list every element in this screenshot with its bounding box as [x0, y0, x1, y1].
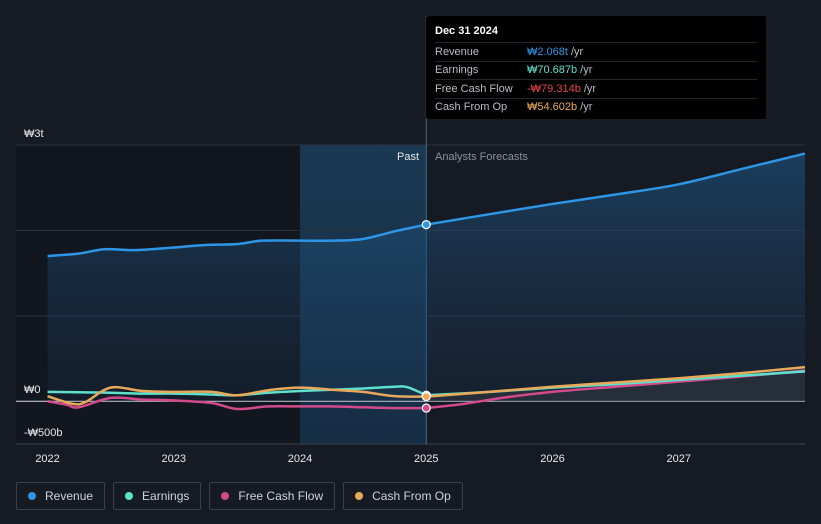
tooltip-value: ₩54.602b — [527, 101, 578, 114]
past-label: Past — [397, 151, 419, 163]
legend-item-free-cash-flow[interactable]: Free Cash Flow — [209, 482, 336, 510]
legend-dot-icon — [28, 492, 36, 500]
tooltip-label: Earnings — [435, 64, 479, 77]
y-min-label: -₩500b — [24, 427, 63, 439]
revenue-forecast-line — [426, 152, 806, 226]
legend-dot-icon — [125, 492, 134, 500]
tooltip-unit: /yr — [580, 101, 593, 114]
tooltip-row-fcf: Free Cash Flow -₩79.314b /yr — [435, 79, 757, 98]
x-tick-label: 2026 — [540, 453, 564, 465]
y-max-label: ₩3t — [24, 128, 44, 140]
legend-label: Cash From Op — [372, 489, 451, 503]
cash-from-op-line — [47, 385, 427, 406]
tooltip-label: Revenue — [435, 45, 480, 58]
tooltip-value: ₩70.687b — [527, 64, 578, 77]
tooltip: Dec 31 2024 Revenue ₩2.068t /yr Earnings… — [426, 16, 766, 119]
y-zero-label: ₩0 — [24, 384, 41, 396]
legend-label: Revenue — [45, 489, 94, 503]
legend-label: Earnings — [142, 489, 190, 503]
tooltip-label: Free Cash Flow — [435, 82, 513, 95]
tooltip-row-cfo: Cash From Op ₩54.602b /yr — [435, 97, 757, 117]
tooltip-unit: /yr — [570, 45, 584, 58]
legend-item-revenue[interactable]: Revenue — [16, 482, 106, 510]
tooltip-unit: /yr — [580, 64, 593, 77]
legend-label: Free Cash Flow — [238, 489, 324, 503]
tooltip-row-revenue: Revenue ₩2.068t /yr — [435, 42, 757, 61]
cash-from-op-marker — [421, 392, 431, 402]
x-tick-label: 2022 — [35, 453, 59, 465]
legend-dot-icon — [355, 492, 364, 500]
forecast-label: Analysts Forecasts — [435, 151, 528, 163]
tooltip-unit: /yr — [583, 82, 597, 95]
tooltip-row-earnings: Earnings ₩70.687b /yr — [435, 60, 757, 80]
tooltip-value: ₩2.068t — [527, 45, 568, 58]
x-tick-label: 2027 — [667, 453, 691, 465]
revenue-line — [47, 223, 427, 258]
tooltip-value: -₩79.314b — [527, 82, 581, 95]
tooltip-label: Cash From Op — [435, 101, 508, 114]
free-cash-flow-marker — [421, 403, 431, 413]
x-tick-label: 2023 — [162, 453, 186, 465]
legend: Revenue Earnings Free Cash Flow Cash Fro… — [16, 482, 463, 512]
cash-from-op-forecast-line — [426, 365, 806, 398]
legend-item-cash-from-op[interactable]: Cash From Op — [343, 482, 463, 510]
x-tick-label: 2025 — [414, 453, 438, 465]
revenue-area — [47, 153, 806, 402]
x-tick-label: 2024 — [288, 453, 312, 465]
tooltip-date: Dec 31 2024 — [435, 25, 498, 37]
legend-dot-icon — [221, 492, 230, 500]
legend-item-earnings[interactable]: Earnings — [113, 482, 202, 510]
free-cash-flow-line — [47, 396, 427, 411]
revenue-marker — [421, 220, 431, 230]
